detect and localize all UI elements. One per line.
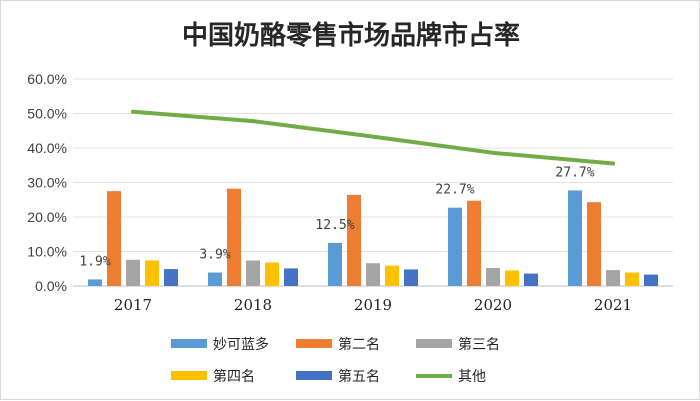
legend-label: 第三名: [458, 336, 500, 353]
bar-2019-series-2: [366, 263, 380, 286]
data-label: 1.9%: [79, 254, 110, 269]
line-point-2021: [611, 161, 615, 166]
x-category-2020: 2020: [474, 296, 512, 314]
bar-2019-series-4: [404, 269, 418, 286]
x-category-2017: 2017: [114, 296, 152, 314]
legend-label: 其他: [458, 369, 486, 385]
line-point-2017: [131, 109, 135, 114]
data-label: 12.5%: [315, 218, 354, 233]
line-point-2019: [371, 134, 375, 139]
y-tick-label: 0.0%: [35, 278, 67, 294]
line-point-2020: [491, 150, 495, 155]
chart-title: 中国奶酪零售市场品牌市占率: [182, 20, 520, 51]
y-tick-label: 60.0%: [27, 71, 67, 87]
legend-swatch: [296, 339, 332, 348]
data-label: 27.7%: [555, 165, 594, 180]
bar-2018-series-3: [265, 262, 279, 286]
bar-2020-series-3: [505, 270, 519, 286]
bar-2021-series-2: [606, 270, 620, 286]
bar-2017-series-0: [88, 279, 102, 286]
y-tick-label: 40.0%: [27, 140, 67, 156]
bar-2021-series-1: [587, 202, 601, 286]
x-category-2018: 2018: [234, 296, 272, 314]
bar-2021-series-3: [625, 272, 639, 286]
bar-2020-series-1: [467, 200, 481, 286]
y-tick-label: 10.0%: [27, 244, 67, 260]
legend-swatch: [171, 371, 207, 380]
y-tick-label: 30.0%: [27, 175, 67, 191]
bar-2017-series-3: [145, 260, 159, 286]
gridlines: [73, 78, 673, 287]
bar-2018-series-0: [208, 272, 222, 286]
bar-2017-series-1: [107, 191, 121, 286]
line-point-2018: [251, 119, 255, 124]
bar-2018-series-2: [246, 260, 260, 286]
x-category-2021: 2021: [594, 296, 632, 314]
legend-swatch: [296, 371, 332, 380]
legend-label: 妙可蓝多: [213, 336, 269, 353]
x-category-2019: 2019: [354, 296, 392, 314]
legend-swatch: [171, 339, 207, 348]
bar-2018-series-1: [227, 188, 241, 286]
data-label: 3.9%: [199, 248, 230, 263]
bar-2018-series-4: [284, 268, 298, 286]
y-axis-ticks: 0.0% 10.0% 20.0% 30.0% 40.0% 50.0% 60.0%: [27, 71, 67, 294]
legend-label: 第四名: [213, 368, 255, 385]
bar-2020-series-4: [524, 273, 538, 286]
bar-2021-series-0: [568, 190, 582, 286]
data-label: 22.7%: [435, 183, 474, 198]
legend-label: 第五名: [338, 368, 380, 385]
bar-2019-series-0: [328, 242, 342, 286]
bar-2017-series-2: [126, 259, 140, 286]
bar-2019-series-3: [385, 265, 399, 286]
x-axis-categories: 2017 2018 2019 2020 2021: [114, 296, 632, 314]
bar-2021-series-4: [644, 274, 658, 286]
bars: [88, 188, 658, 286]
bar-2020-series-0: [448, 207, 462, 286]
bar-2017-series-4: [164, 269, 178, 286]
other-line: [131, 109, 615, 166]
legend-swatch: [416, 339, 452, 348]
bar-2020-series-2: [486, 268, 500, 286]
data-labels: 1.9% 3.9% 12.5% 22.7% 27.7%: [79, 165, 594, 269]
legend-label: 第二名: [338, 336, 380, 353]
y-tick-label: 50.0%: [27, 106, 67, 122]
bar-2019-series-1: [347, 194, 361, 286]
y-tick-label: 20.0%: [27, 209, 67, 225]
